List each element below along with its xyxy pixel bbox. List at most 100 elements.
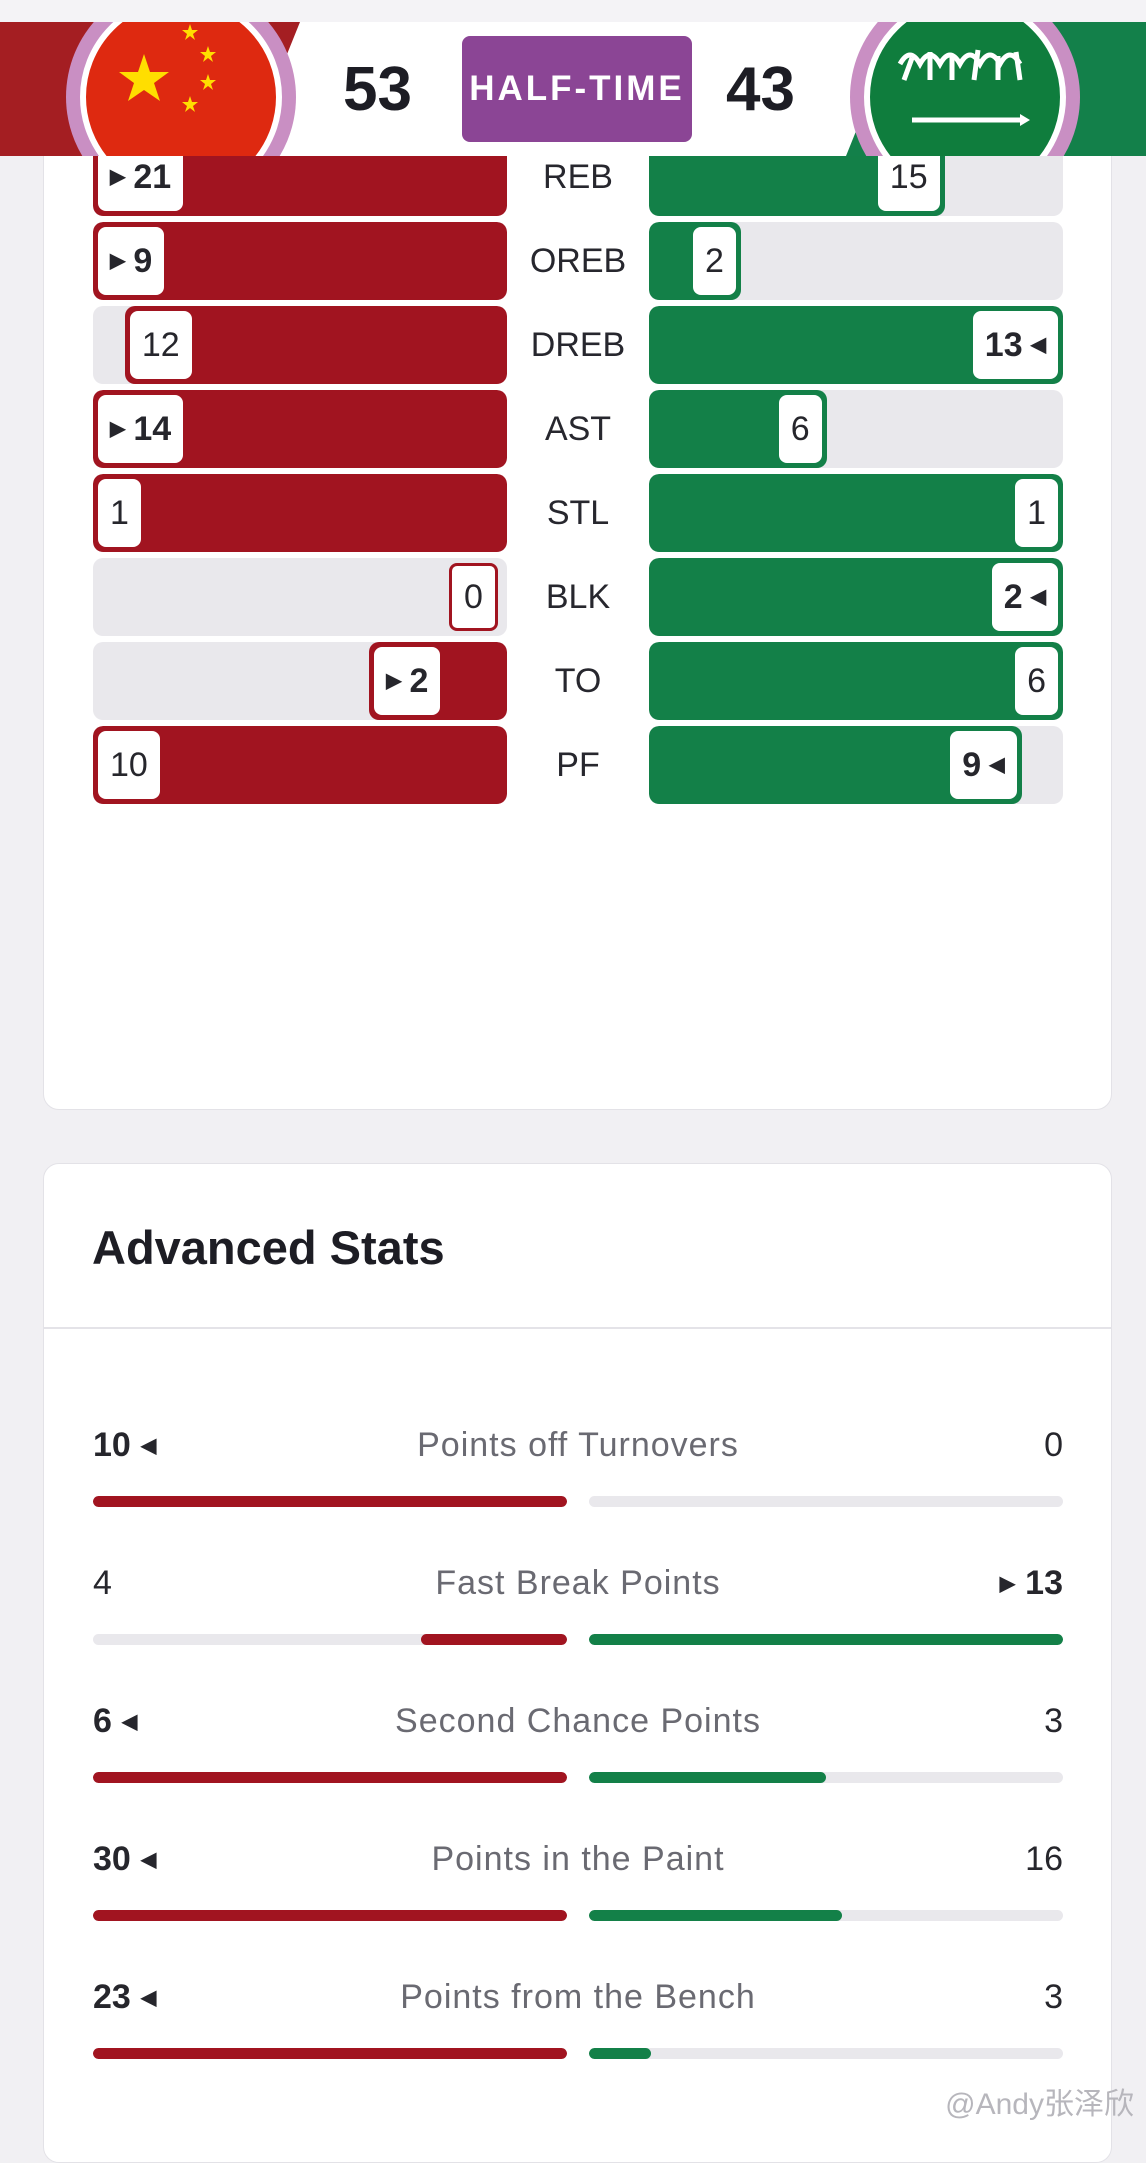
away-stat-number: 9 bbox=[962, 746, 982, 784]
stat-label: TO bbox=[554, 662, 602, 700]
game-status-badge: HALF-TIME bbox=[462, 36, 692, 142]
away-advanced-value: ▶ 13 bbox=[1000, 1564, 1063, 1603]
divider bbox=[44, 1327, 1111, 1329]
stat-row-to: ▶ 2 6 TO bbox=[93, 642, 1063, 720]
away-stat-track: 9 ◀ bbox=[649, 726, 1063, 804]
away-advanced-bar bbox=[589, 1772, 826, 1783]
advanced-row: Points off Turnovers 10 ◀ 0 bbox=[93, 1426, 1063, 1526]
away-advanced-track bbox=[589, 1634, 1063, 1645]
advanced-row: Points from the Bench 23 ◀ 3 bbox=[93, 1978, 1063, 2078]
stat-label: DREB bbox=[530, 326, 626, 364]
away-advanced-track bbox=[589, 2048, 1063, 2059]
home-advanced-track bbox=[93, 1634, 567, 1645]
caret-left-icon: ◀ bbox=[140, 1849, 157, 1871]
home-stat-track: 10 bbox=[93, 726, 507, 804]
home-stat-value: ▶ 9 bbox=[98, 227, 165, 295]
away-advanced-bar bbox=[589, 2048, 651, 2059]
away-stat-track: 1 bbox=[649, 474, 1063, 552]
home-advanced-bar bbox=[93, 2048, 567, 2059]
home-advanced-number: 30 bbox=[93, 1840, 131, 1878]
away-stat-value: 2 ◀ bbox=[991, 563, 1058, 631]
game-status-text: HALF-TIME bbox=[469, 69, 685, 108]
home-stat-value: 0 bbox=[449, 563, 498, 631]
away-advanced-value: 0 bbox=[1044, 1426, 1063, 1465]
away-stat-track: 6 bbox=[649, 390, 1063, 468]
stat-label: BLK bbox=[545, 578, 611, 616]
home-advanced-track bbox=[93, 1772, 567, 1783]
home-advanced-bar bbox=[421, 1634, 567, 1645]
home-stat-value: 1 bbox=[98, 479, 141, 547]
away-advanced-value: 3 bbox=[1044, 1978, 1063, 2017]
caret-left-icon: ◀ bbox=[140, 1435, 157, 1457]
caret-left-icon: ◀ bbox=[121, 1711, 138, 1733]
away-advanced-number: 16 bbox=[1025, 1840, 1063, 1878]
advanced-stat-label: Fast Break Points bbox=[435, 1564, 721, 1602]
away-stat-number: 2 bbox=[1003, 578, 1023, 616]
away-score: 43 bbox=[726, 55, 795, 124]
away-stat-value: 9 ◀ bbox=[950, 731, 1017, 799]
home-stat-number: 21 bbox=[133, 158, 172, 196]
stat-label: OREB bbox=[529, 242, 627, 280]
away-stat-value: 2 bbox=[693, 227, 736, 295]
caret-right-icon: ▶ bbox=[110, 166, 126, 188]
away-stat-bar bbox=[649, 474, 1063, 552]
home-advanced-value: 10 ◀ bbox=[93, 1426, 156, 1465]
saudi-arabia-flag-icon bbox=[864, 22, 1066, 156]
home-stat-track: ▶ 9 bbox=[93, 222, 507, 300]
stat-label: AST bbox=[544, 410, 612, 448]
home-advanced-value: 4 bbox=[93, 1564, 112, 1603]
home-advanced-track bbox=[93, 2048, 567, 2059]
away-stat-value: 1 bbox=[1015, 479, 1058, 547]
away-stat-number: 6 bbox=[1027, 662, 1046, 700]
home-stat-value: ▶ 2 bbox=[374, 647, 441, 715]
advanced-stat-label: Points off Turnovers bbox=[417, 1426, 739, 1464]
away-advanced-track bbox=[589, 1496, 1063, 1507]
home-stat-number: 12 bbox=[141, 326, 180, 364]
home-stat-value: 12 bbox=[129, 311, 192, 379]
stat-row-oreb: ▶ 9 2 OREB bbox=[93, 222, 1063, 300]
stat-label: PF bbox=[556, 746, 600, 784]
away-advanced-number: 3 bbox=[1044, 1702, 1063, 1740]
home-stat-bar bbox=[93, 474, 507, 552]
home-stat-track: 1 bbox=[93, 474, 507, 552]
watermark: @Andy张泽欣 bbox=[945, 2088, 1134, 2121]
home-score: 53 bbox=[343, 55, 412, 124]
away-stat-number: 13 bbox=[984, 326, 1023, 364]
home-stat-number: 2 bbox=[409, 662, 429, 700]
caret-right-icon: ▶ bbox=[110, 418, 126, 440]
away-stat-value: 6 bbox=[1015, 647, 1058, 715]
caret-left-icon: ◀ bbox=[1030, 334, 1046, 356]
away-flag-ring bbox=[850, 22, 1080, 156]
caret-left-icon: ◀ bbox=[1030, 586, 1046, 608]
away-advanced-number: 0 bbox=[1044, 1426, 1063, 1464]
away-stat-track: 2 ◀ bbox=[649, 558, 1063, 636]
away-stat-value: 6 bbox=[778, 395, 822, 463]
home-flag-ring bbox=[66, 22, 296, 156]
team-stats-card: ▶ 21 15 REB ▶ 9 2 OREB 12 13 ◀ DREB ▶ 14 6 AST 1 1 STL 0 2 ◀ B… bbox=[43, 110, 1112, 1110]
advanced-stats-title: Advanced Stats bbox=[92, 1221, 445, 1274]
home-advanced-bar bbox=[93, 1910, 567, 1921]
stat-label: STL bbox=[546, 494, 610, 532]
caret-left-icon: ◀ bbox=[140, 1987, 157, 2009]
home-advanced-value: 30 ◀ bbox=[93, 1840, 156, 1879]
away-stat-number: 1 bbox=[1027, 494, 1046, 532]
away-stat-number: 6 bbox=[790, 410, 810, 448]
home-stat-track: ▶ 14 bbox=[93, 390, 507, 468]
away-advanced-value: 16 bbox=[1025, 1840, 1063, 1879]
home-stat-number: 9 bbox=[133, 242, 153, 280]
stat-row-blk: 0 2 ◀ BLK bbox=[93, 558, 1063, 636]
away-advanced-track bbox=[589, 1772, 1063, 1783]
home-stat-number: 14 bbox=[133, 410, 172, 448]
away-advanced-track bbox=[589, 1910, 1063, 1921]
home-stat-value: 10 bbox=[98, 731, 160, 799]
advanced-stat-label: Points in the Paint bbox=[431, 1840, 725, 1878]
advanced-row: Second Chance Points 6 ◀ 3 bbox=[93, 1702, 1063, 1802]
advanced-stat-label: Second Chance Points bbox=[395, 1702, 761, 1740]
away-advanced-value: 3 bbox=[1044, 1702, 1063, 1741]
home-advanced-number: 10 bbox=[93, 1426, 131, 1464]
home-stat-track: ▶ 2 bbox=[93, 642, 507, 720]
home-advanced-value: 6 ◀ bbox=[93, 1702, 137, 1741]
away-advanced-number: 3 bbox=[1044, 1978, 1063, 2016]
away-stat-number: 15 bbox=[889, 158, 928, 196]
away-advanced-bar bbox=[589, 1634, 1063, 1645]
